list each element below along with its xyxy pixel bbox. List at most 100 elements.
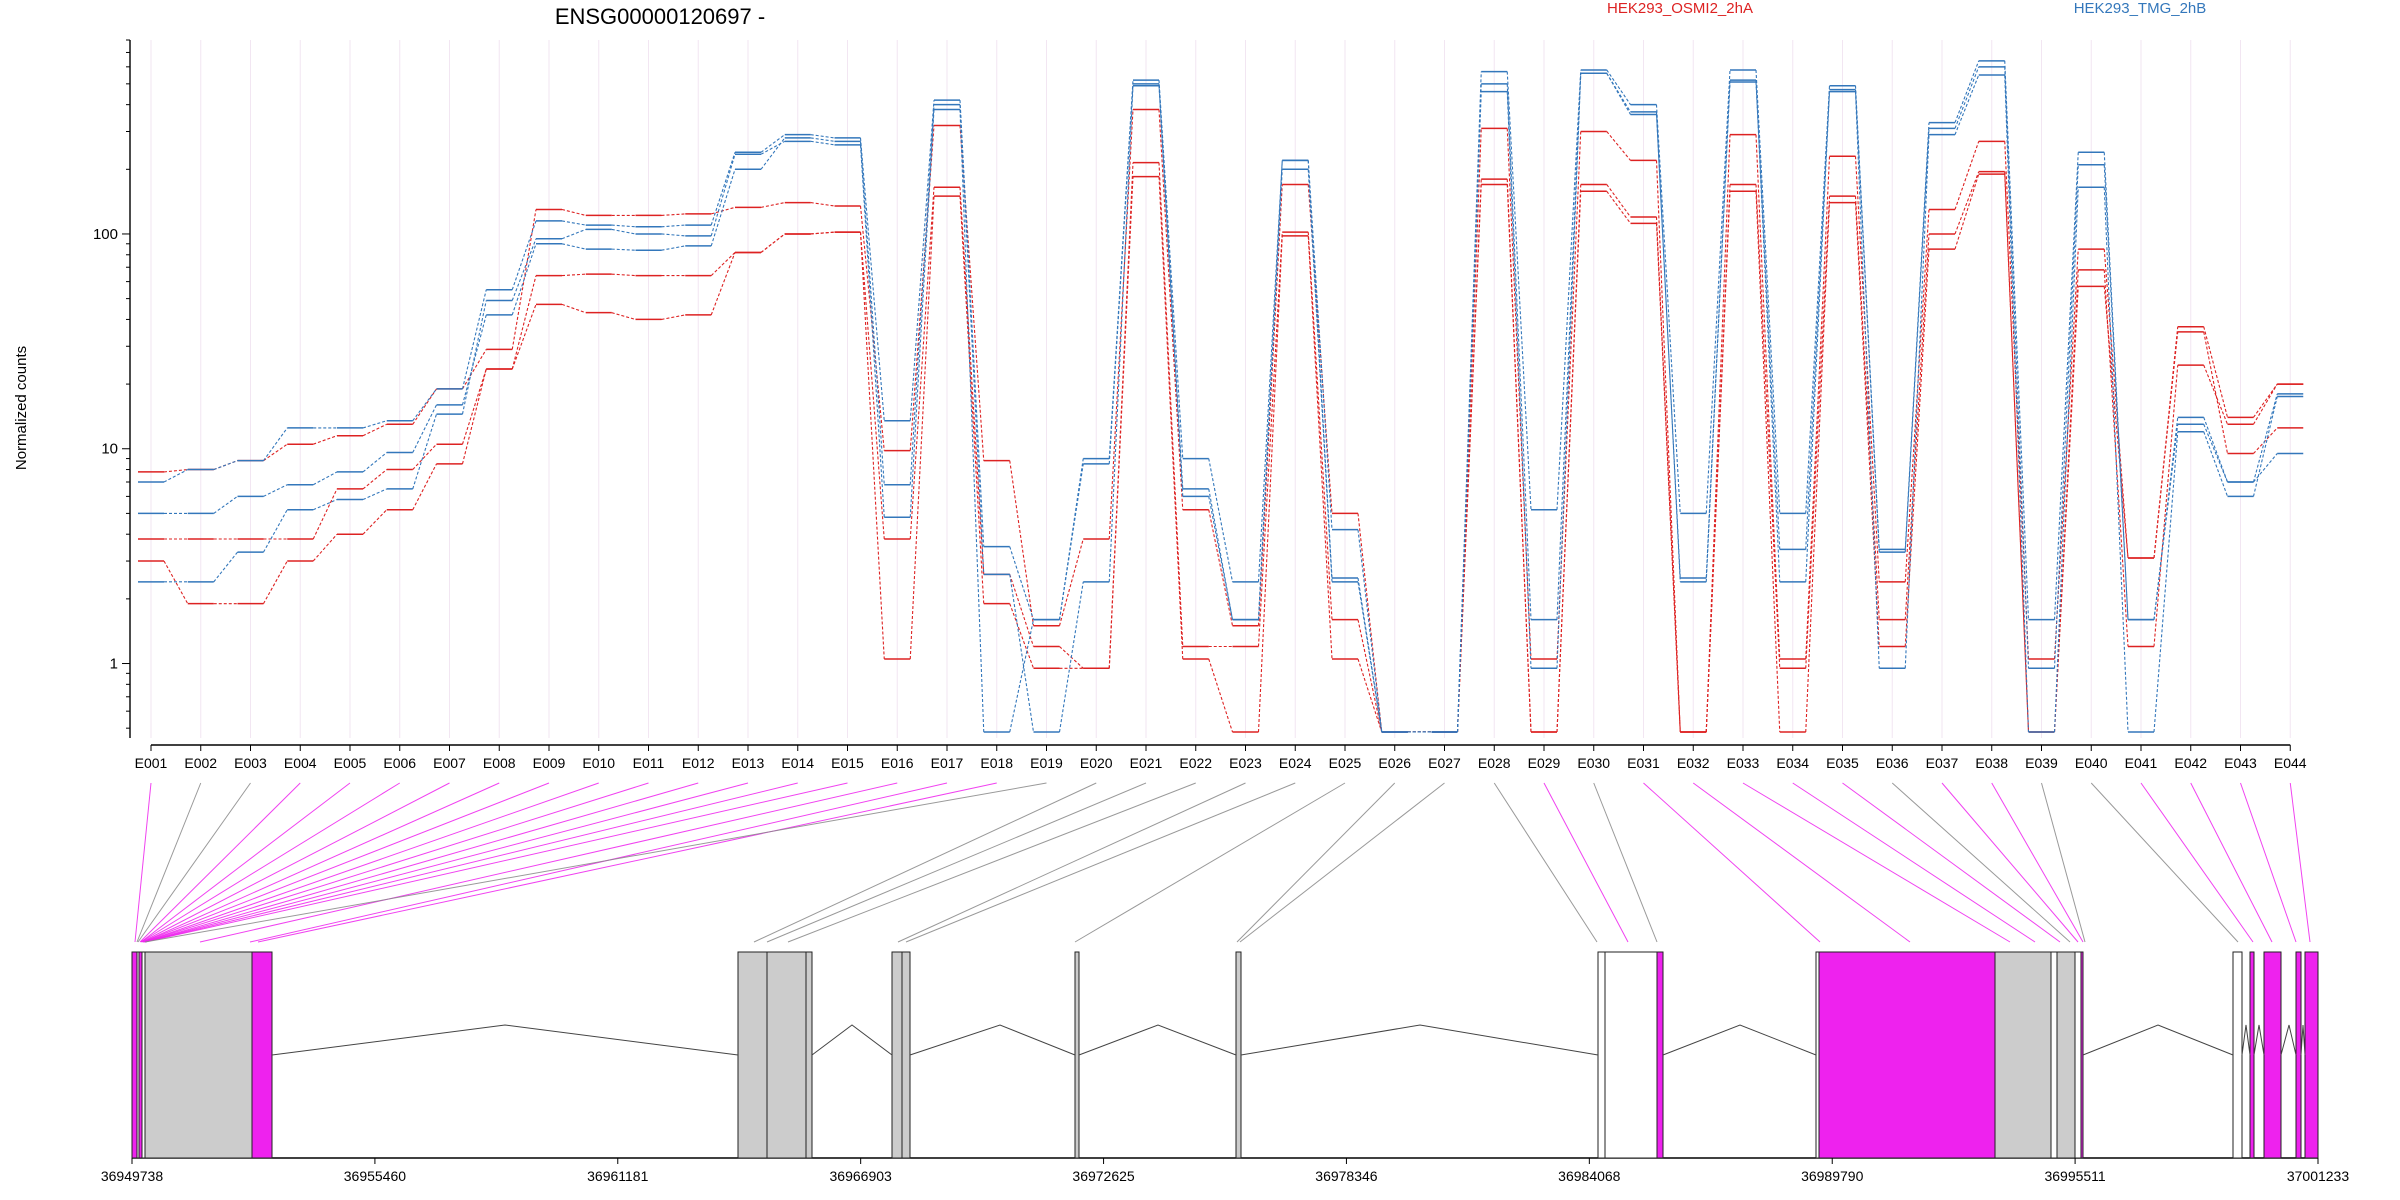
x-tick-label: E025 bbox=[1329, 755, 1362, 771]
exon-connector bbox=[144, 782, 848, 943]
exon-connector bbox=[134, 782, 152, 943]
step-connector bbox=[1954, 66, 1980, 129]
exon-connector bbox=[897, 782, 1246, 943]
exon-block bbox=[2295, 951, 2302, 1159]
step-connector bbox=[1854, 89, 1880, 553]
step-connector bbox=[1655, 104, 1681, 514]
step-connector bbox=[2253, 383, 2278, 418]
step-connector bbox=[412, 443, 437, 470]
x-tick-label: E014 bbox=[781, 755, 814, 771]
step-connector bbox=[959, 109, 985, 733]
exon-connector bbox=[140, 782, 351, 943]
step-connector bbox=[263, 509, 288, 553]
step-connector bbox=[1108, 85, 1134, 582]
step-connector bbox=[2053, 187, 2079, 733]
step-connector bbox=[312, 471, 338, 486]
coordinate-label: 36995511 bbox=[2044, 1168, 2105, 1184]
step-connector bbox=[561, 243, 586, 250]
exon-block bbox=[1994, 951, 2052, 1159]
exon-connector bbox=[136, 782, 202, 943]
step-connector bbox=[810, 231, 835, 235]
x-tick-label: E044 bbox=[2274, 755, 2307, 771]
step-connector bbox=[810, 134, 835, 139]
step-connector bbox=[2253, 383, 2278, 425]
intron-line bbox=[271, 1024, 739, 1056]
step-connector bbox=[1854, 156, 1880, 582]
intron-line bbox=[1078, 1024, 1237, 1056]
step-connector bbox=[2153, 331, 2179, 559]
step-connector bbox=[561, 220, 586, 226]
x-tick-label: E022 bbox=[1179, 755, 1212, 771]
exon-connector bbox=[1742, 782, 2011, 943]
exon-connector bbox=[905, 782, 1296, 943]
step-connector bbox=[2153, 431, 2179, 733]
step-connector bbox=[710, 169, 736, 247]
step-connector bbox=[959, 100, 985, 547]
step-connector bbox=[362, 469, 388, 490]
step-connector bbox=[1954, 141, 1980, 210]
exon-connector bbox=[2090, 782, 2239, 943]
exon-block bbox=[2263, 951, 2282, 1159]
x-tick-label: E003 bbox=[234, 755, 267, 771]
exon-connector bbox=[1842, 782, 2061, 943]
exon-block bbox=[2074, 951, 2082, 1159]
step-connector bbox=[1357, 577, 1383, 733]
exon-connector bbox=[766, 782, 1147, 943]
series-2 bbox=[138, 161, 2304, 733]
step-connector bbox=[1755, 69, 1781, 514]
step-connector bbox=[312, 533, 338, 562]
step-connector bbox=[2203, 431, 2229, 497]
step-connector bbox=[1606, 190, 1631, 224]
x-tick-label: E040 bbox=[2075, 755, 2108, 771]
x-tick-label: E005 bbox=[334, 755, 367, 771]
exon-connector bbox=[1941, 782, 2079, 943]
x-tick-label: E033 bbox=[1727, 755, 1760, 771]
step-connector bbox=[2253, 453, 2278, 483]
step-connector bbox=[2203, 331, 2229, 454]
coordinate-label: 37001233 bbox=[2287, 1168, 2350, 1184]
step-connector bbox=[1108, 83, 1134, 464]
step-connector bbox=[412, 413, 438, 490]
coordinate-label: 36961181 bbox=[587, 1168, 648, 1184]
x-tick-label: E016 bbox=[881, 755, 914, 771]
step-connector bbox=[1506, 91, 1532, 669]
step-connector bbox=[909, 100, 935, 421]
exon-connector bbox=[1593, 782, 1658, 943]
exon-block bbox=[805, 951, 813, 1159]
step-connector bbox=[2253, 427, 2278, 454]
x-tick-label: E017 bbox=[931, 755, 964, 771]
step-connector bbox=[959, 187, 985, 575]
step-connector bbox=[1208, 496, 1234, 620]
step-connector bbox=[1755, 134, 1781, 659]
step-connector bbox=[2252, 396, 2278, 497]
exon-connector bbox=[139, 782, 301, 943]
x-tick-label: E028 bbox=[1478, 755, 1511, 771]
x-tick-label: E024 bbox=[1279, 755, 1312, 771]
step-connector bbox=[1257, 232, 1283, 647]
step-connector bbox=[1705, 69, 1731, 514]
axes: 1 10 100 bbox=[93, 39, 2291, 751]
step-connector bbox=[163, 469, 188, 473]
step-connector bbox=[1009, 546, 1035, 620]
exon-block bbox=[131, 951, 138, 1159]
x-tick-label: E004 bbox=[284, 755, 317, 771]
intron-line bbox=[909, 1024, 1076, 1056]
x-tick-label: E029 bbox=[1528, 755, 1561, 771]
x-tick-label: E006 bbox=[383, 755, 416, 771]
step-connector bbox=[760, 202, 785, 208]
x-tick-label: E030 bbox=[1577, 755, 1610, 771]
exon-connector bbox=[143, 782, 599, 943]
step-connector bbox=[1357, 658, 1383, 733]
exon-connector bbox=[1493, 782, 1598, 943]
exon-connector bbox=[1236, 782, 1396, 943]
step-connector bbox=[1208, 658, 1234, 733]
exon-connector bbox=[141, 782, 450, 943]
step-connector bbox=[1257, 160, 1283, 582]
step-connector bbox=[461, 300, 487, 415]
step-connector bbox=[710, 152, 736, 226]
step-connector bbox=[1257, 235, 1283, 733]
exon-connector bbox=[787, 782, 1196, 943]
step-connector bbox=[2103, 249, 2129, 559]
exon-connector bbox=[144, 782, 798, 943]
